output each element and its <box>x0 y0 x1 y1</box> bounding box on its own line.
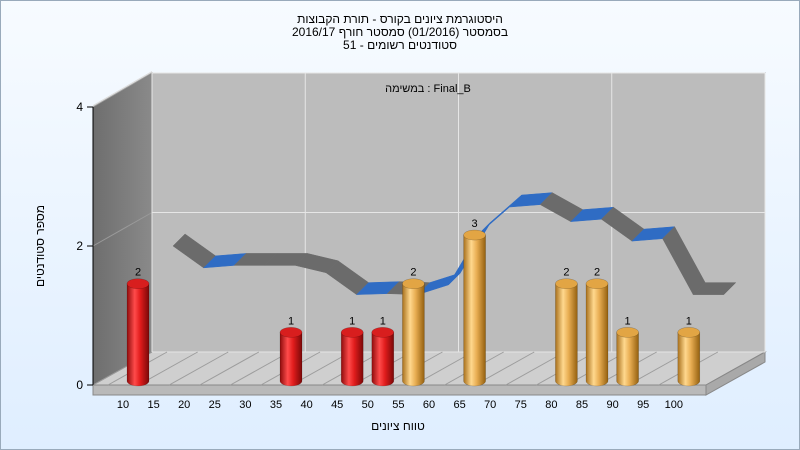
grid-line-left <box>92 212 153 247</box>
bar-cap <box>279 327 303 338</box>
x-tick-label: 30 <box>239 399 251 411</box>
bar-value-label: 2 <box>594 267 600 279</box>
bar-cylinder <box>279 332 303 387</box>
floor-grid-line <box>168 351 229 386</box>
x-tick-label: 10 <box>117 399 129 411</box>
bar-cylinder <box>585 283 609 387</box>
y-tick-label: 0 <box>76 378 83 392</box>
bar-value-label: 1 <box>686 315 692 327</box>
x-tick-label: 90 <box>606 399 618 411</box>
bar-cylinder <box>340 332 364 387</box>
bar-value-label: 1 <box>349 315 355 327</box>
bar-cap <box>463 229 486 241</box>
x-tick-label: 85 <box>576 399 588 411</box>
x-tick-label: 50 <box>362 399 374 411</box>
floor-grid-line <box>199 351 260 386</box>
y-axis-label: מספר סטודנטים <box>33 205 47 287</box>
floor-grid-line <box>505 351 566 386</box>
bar-cylinder <box>555 283 578 387</box>
chart-title-line-2: בסמסטר (01/2016) סמסטר חורף 2016/17 <box>291 25 509 39</box>
bar-value-label: 2 <box>563 267 569 279</box>
bar-value-label: 1 <box>288 315 294 327</box>
y-tick-label: 2 <box>76 239 83 253</box>
bar-cylinder <box>463 234 486 387</box>
floor-grid-line <box>230 351 290 386</box>
x-tick-label: 15 <box>147 399 159 411</box>
x-tick-label: 95 <box>637 399 649 411</box>
x-tick-label: 80 <box>545 399 557 411</box>
x-tick-label: 60 <box>423 399 435 411</box>
x-tick-label: 100 <box>665 399 683 411</box>
bar-cap <box>340 327 364 338</box>
bar-cap <box>126 278 150 289</box>
x-tick-label: 55 <box>392 399 404 411</box>
grid-line-left <box>92 72 153 108</box>
bar-value-label: 2 <box>135 267 141 279</box>
bar-cap <box>677 327 701 338</box>
chart-title-line-3: סטודנטים רשומים - 51 <box>343 38 457 52</box>
bar-cylinder <box>402 283 425 387</box>
bar-cylinder <box>371 332 395 387</box>
bar-cap <box>371 327 395 338</box>
bar-cap <box>555 278 578 289</box>
bar-value-label: 1 <box>380 315 386 327</box>
bar-cylinder <box>616 332 639 387</box>
floor-side-edge <box>705 351 766 396</box>
trend-ribbon-segment <box>692 282 737 295</box>
floor <box>91 351 767 386</box>
y-tick-label: 4 <box>76 100 83 114</box>
floor-edge <box>92 384 707 396</box>
bar-cap <box>616 327 639 338</box>
bar-cylinder <box>126 283 150 387</box>
bar-value-label: 2 <box>410 267 416 279</box>
bar-value-label: 1 <box>625 315 631 327</box>
x-tick-label: 35 <box>270 399 282 411</box>
x-tick-label: 25 <box>209 399 221 411</box>
bar-cap <box>402 278 425 289</box>
x-tick-label: 65 <box>453 399 465 411</box>
bar-value-label: 3 <box>472 218 478 230</box>
x-tick-label: 70 <box>484 399 496 411</box>
bar-cylinder <box>677 332 701 387</box>
chart-title-line-1: היסטוגרמת ציונים בקורס - תורת הקבוצות <box>297 12 503 26</box>
x-tick-label: 20 <box>178 399 190 411</box>
x-tick-label: 45 <box>331 399 343 411</box>
x-tick-label: 40 <box>300 399 312 411</box>
x-axis-label: טווח ציונים <box>371 419 425 433</box>
chart-subtitle: במשימה : Final_B <box>385 83 471 95</box>
bar-cap <box>585 278 609 289</box>
x-tick-label: 75 <box>515 399 527 411</box>
